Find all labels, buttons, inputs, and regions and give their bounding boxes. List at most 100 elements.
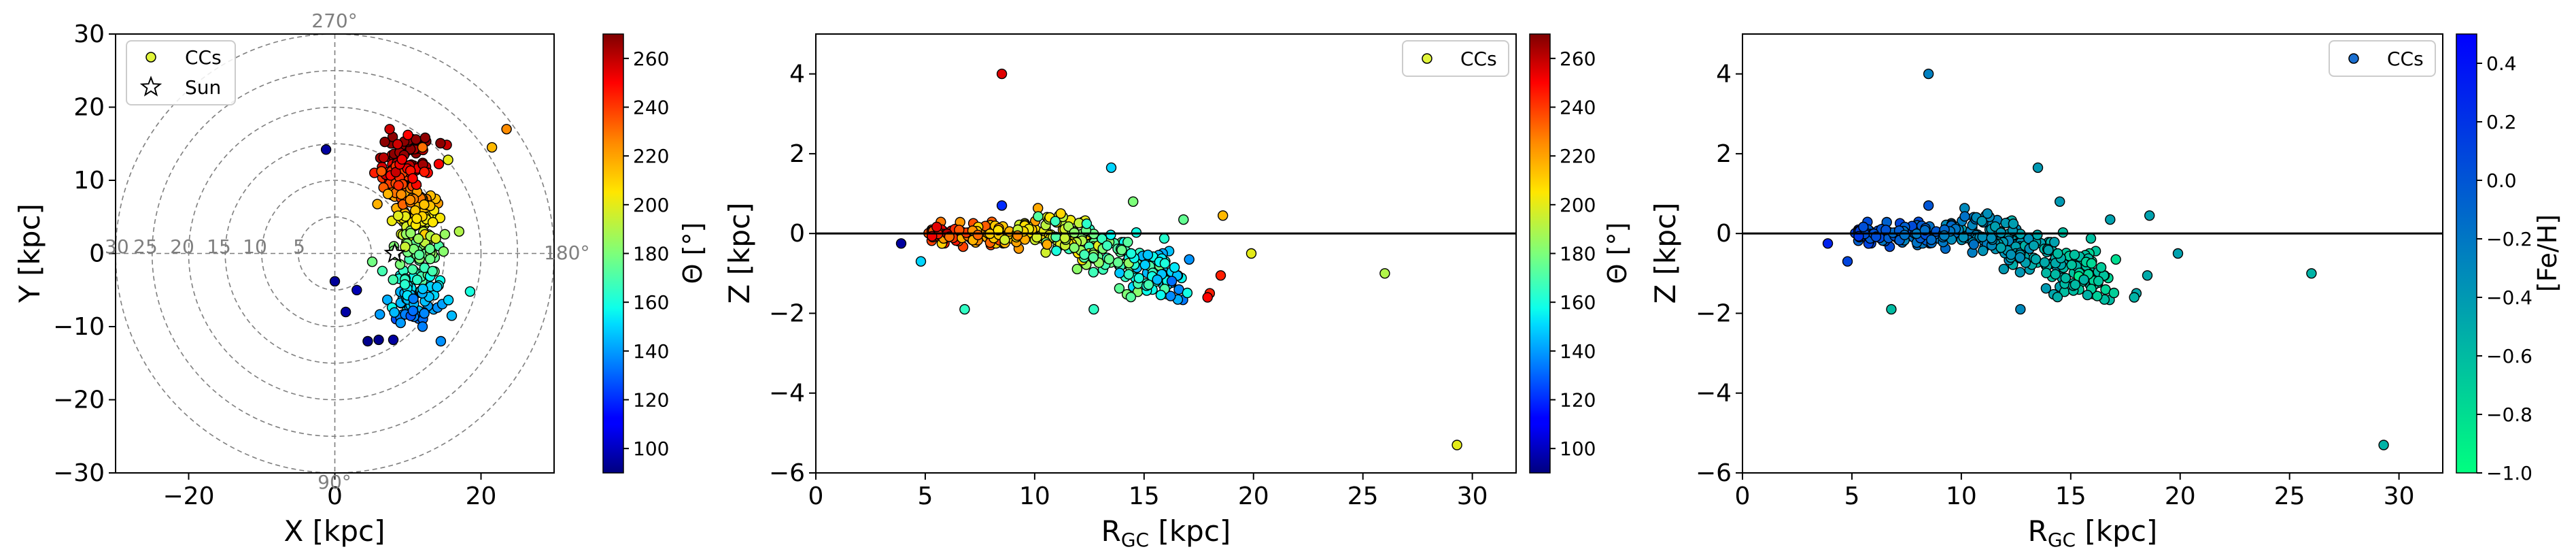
data-point [1156,291,1165,300]
legend-sun-label: Sun [185,76,221,99]
data-point [1924,201,1934,210]
y-tick-label: −10 [53,313,105,341]
data-point [434,159,444,169]
data-point [2174,249,2183,259]
legend-ccs-marker [1422,54,1432,63]
x-tick-label: −20 [163,482,215,510]
data-point [409,306,418,316]
y-tick-label: −4 [769,380,805,408]
colorbar [2456,34,2477,473]
legend-ccs-label: CCs [1460,48,1497,70]
data-point [444,295,453,305]
data-point [2015,252,2025,262]
colorbar-tick-label: 100 [1560,438,1596,460]
data-point [330,276,340,286]
colorbar-tick-label: 160 [633,291,669,314]
data-point [1103,241,1112,250]
data-point [439,247,448,257]
data-point [322,145,331,154]
data-point [1088,252,1098,262]
data-point [1152,275,1162,284]
data-point [1143,250,1152,260]
data-point [1127,249,1136,259]
data-point [379,153,388,163]
y-tick-label: −20 [53,386,105,414]
data-point [1050,216,1060,226]
colorbar-tick-label: 220 [1560,145,1596,167]
colorbar-tick-label: 200 [633,194,669,216]
x-tick-label: 30 [2384,482,2415,510]
data-point [419,309,429,318]
x-tick-label: 20 [2165,482,2196,510]
ring-label-20: 20 [170,235,194,258]
data-point [1927,235,1936,244]
data-point [383,189,393,199]
colorbar-ticks: −1.0−0.8−0.6−0.4−0.20.00.20.4 [2477,52,2532,484]
data-point [440,229,449,239]
legend-ccs-label: CCs [185,46,222,69]
data-point [1069,243,1079,252]
data-point [389,335,398,344]
legend-ccs-marker [2349,54,2358,63]
data-point [1924,69,1934,79]
data-point [1160,259,1169,268]
colorbar [1530,34,1550,473]
y-tick-label: −2 [1696,299,1732,327]
data-point [2041,284,2050,293]
data-point [2070,250,2079,260]
data-point [2379,440,2388,450]
data-point [2129,293,2139,302]
data-point [385,125,394,134]
x-tick-label: 15 [1129,482,1160,510]
colorbar-tick-label: 240 [633,97,669,119]
colorbar-tick-label: 140 [1560,340,1596,363]
colorbar-tick-label: 240 [1560,97,1596,119]
data-point [2055,197,2065,206]
data-point [418,322,428,331]
ring-label-25: 25 [133,235,158,258]
colorbar-tick-label: −1.0 [2486,462,2532,484]
data-point [1179,215,1188,225]
data-point [1117,245,1127,254]
data-point [1184,254,1194,264]
data-point [374,335,383,344]
data-point [436,337,445,346]
angle-label-90: 90° [317,471,351,493]
y-tick-label: −30 [53,459,105,487]
data-point [1126,293,1135,302]
colorbar-tick-label: 180 [1560,243,1596,265]
x-tick-label: 25 [1347,482,1379,510]
data-point [2097,263,2106,272]
data-point [428,266,437,276]
data-point [1170,263,1180,272]
data-point [1247,249,1256,259]
data-point [373,199,382,209]
data-point [1167,276,1177,286]
data-point [412,214,422,223]
y-axis-label: Z [kpc] [1649,203,1682,304]
legend-ccs-label: CCs [2387,48,2424,70]
colorbar-tick-label: 0.2 [2486,111,2517,133]
x-tick-label: 0 [1735,482,1751,510]
data-point [1969,240,1978,249]
data-point [2145,211,2154,220]
data-point [2086,233,2096,243]
data-point [1080,250,1089,259]
colorbar-label: [Fe/H] [2532,214,2562,292]
data-point [1140,260,1150,269]
data-point [932,223,942,232]
y-tick-label: 0 [1716,220,1732,248]
y-tick-label: 2 [789,140,805,168]
data-point [1115,268,1124,278]
data-point [419,200,429,210]
data-point [1977,216,1987,226]
data-point [1887,305,1896,314]
data-point [2079,275,2089,284]
colorbar-tick-label: −0.4 [2486,286,2532,309]
ring-label-5: 5 [293,235,305,258]
data-point [1107,163,1116,172]
data-point [2042,268,2051,278]
ring-label-10: 10 [243,235,267,258]
data-point [1106,230,1116,240]
data-point [1124,269,1133,279]
